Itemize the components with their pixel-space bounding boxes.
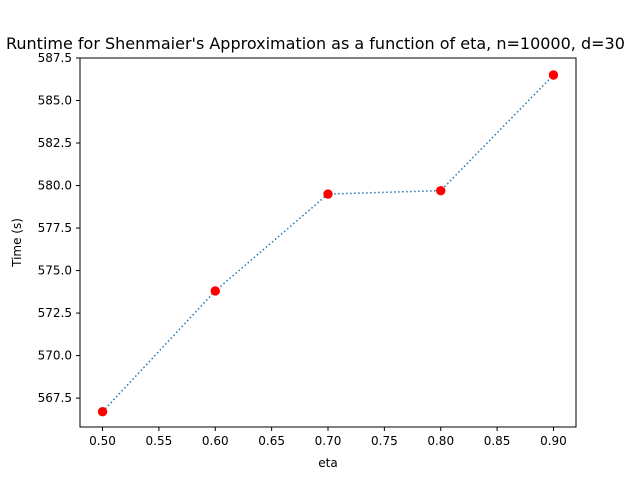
x-tick-label: 0.80 (427, 434, 454, 448)
x-axis: 0.50 0.55 0.60 0.65 0.70 0.75 0.80 0.85 0.90 (89, 427, 567, 448)
y-tick-label: 580.0 (38, 179, 72, 193)
y-axis: 567.5 570.0 572.5 575.0 577.5 580.0 582.5 585.0… (38, 51, 80, 405)
data-point (210, 286, 220, 296)
data-point (436, 185, 446, 196)
x-tick-label: 0.85 (484, 434, 511, 448)
chart-title: Runtime for Shenmaier's Approximation as… (6, 34, 625, 53)
y-axis-label: Time (s) (10, 218, 24, 268)
y-tick-label: 570.0 (38, 349, 72, 363)
data-point (548, 70, 559, 80)
x-tick-label: 0.60 (202, 434, 229, 448)
series-line (102, 74, 554, 413)
y-tick-label: 575.0 (38, 264, 72, 278)
data-point (323, 189, 333, 199)
x-axis-label: eta (318, 456, 337, 470)
x-tick-label: 0.90 (540, 434, 567, 448)
x-tick-label: 0.70 (315, 434, 342, 448)
y-tick-label: 587.5 (38, 51, 72, 65)
x-tick-label: 0.50 (89, 434, 116, 448)
y-tick-label: 567.5 (38, 391, 72, 405)
x-tick-label: 0.55 (146, 434, 173, 448)
y-tick-label: 582.5 (38, 136, 72, 150)
y-tick-label: 577.5 (38, 221, 72, 235)
x-tick-label: 0.75 (371, 434, 398, 448)
data-point (97, 407, 108, 417)
series-layer (97, 70, 559, 417)
y-tick-label: 572.5 (38, 306, 72, 320)
y-tick-label: 585.0 (38, 94, 72, 108)
x-tick-label: 0.65 (258, 434, 285, 448)
